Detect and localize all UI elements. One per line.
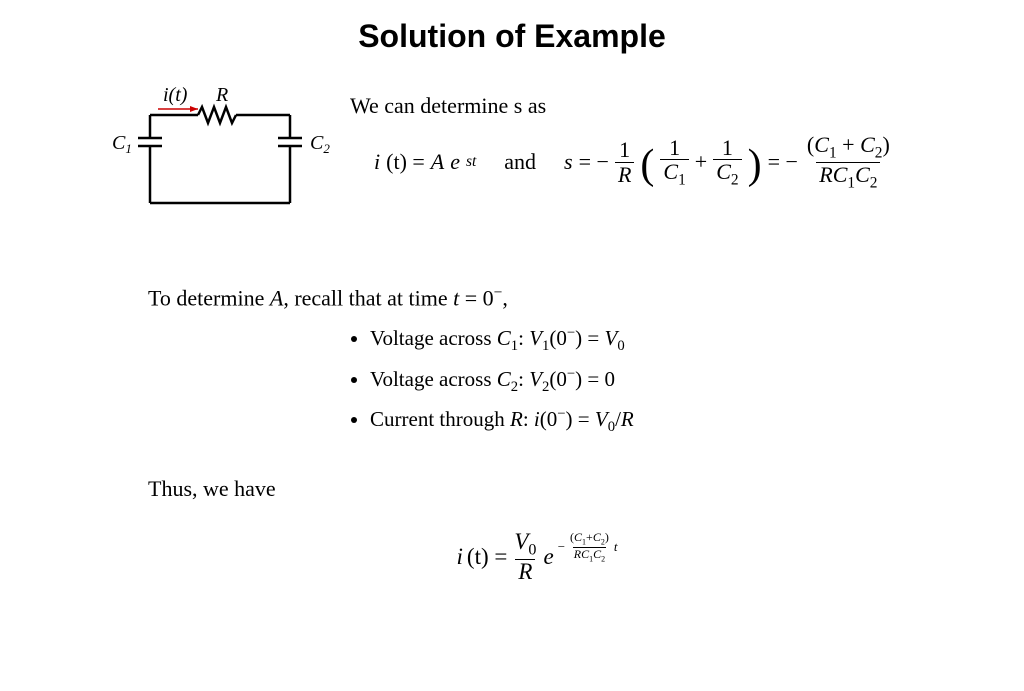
label-r: R bbox=[215, 84, 228, 106]
current-arrow-head bbox=[190, 106, 198, 112]
label-c1: C1 bbox=[112, 132, 132, 156]
equation-s: i(t) = Aest and s = − 1 R ( 1 C1 + 1 bbox=[350, 133, 893, 191]
label-it: i(t) bbox=[163, 84, 188, 106]
bullet-i: Current through R: i(0−) = V0/R bbox=[370, 406, 964, 436]
page-body: i(t) R C2 bbox=[0, 83, 1024, 585]
top-row: i(t) R C2 bbox=[110, 83, 964, 238]
bullet-v2: Voltage across C2: V2(0−) = 0 bbox=[370, 366, 964, 396]
bullet-v1: Voltage across C1: V1(0−) = V0 bbox=[370, 325, 964, 355]
thus-text: Thus, we have bbox=[148, 476, 964, 502]
intro-block: We can determine s as i(t) = Aest and s … bbox=[350, 83, 893, 191]
resistor-icon bbox=[198, 107, 236, 123]
intro-text: We can determine s as bbox=[350, 93, 893, 119]
final-equation: i(t) = V0 R e − (C1+C2) RC1C2 t bbox=[110, 530, 964, 585]
circuit-diagram: i(t) R C2 bbox=[110, 83, 350, 238]
determine-a-text: To determine A, recall that at time t = … bbox=[148, 284, 964, 311]
initial-conditions-list: Voltage across C1: V1(0−) = V0 Voltage a… bbox=[110, 325, 964, 436]
page-title: Solution of Example bbox=[0, 18, 1024, 55]
circuit-svg: i(t) R C2 bbox=[110, 83, 340, 233]
label-c2: C2 bbox=[310, 132, 330, 156]
